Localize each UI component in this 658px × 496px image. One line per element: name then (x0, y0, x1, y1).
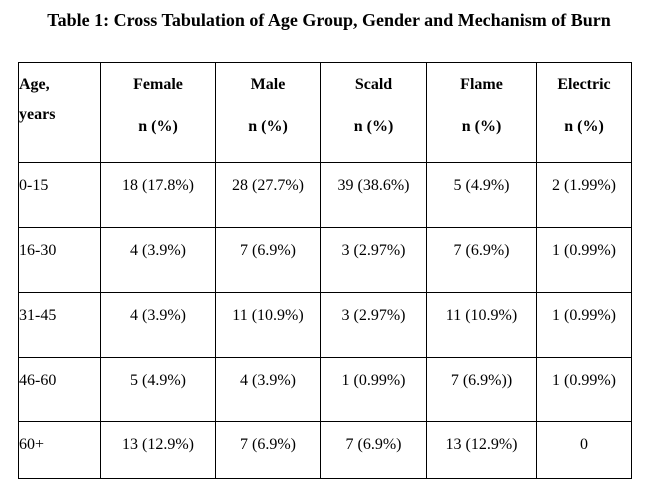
age-cell: 46-60 (18, 357, 101, 422)
column-label-female: Female (133, 76, 183, 93)
data-cell: 0 (536, 421, 632, 479)
data-cell: 7 (6.9%) (320, 421, 427, 479)
data-cell: 7 (6.9%) (215, 421, 321, 479)
column-sublabel-electric: n (%) (564, 118, 604, 135)
header-cell-electric: Electric n (%) (536, 62, 632, 163)
table-row: 60+ 13 (12.9%) 7 (6.9%) 7 (6.9%) 13 (12.… (18, 421, 632, 479)
data-cell: 3 (2.97%) (320, 227, 427, 293)
table-row: 16-30 4 (3.9%) 7 (6.9%) 3 (2.97%) 7 (6.9… (18, 227, 632, 293)
table-caption: Table 1: Cross Tabulation of Age Group, … (47, 10, 611, 30)
data-cell: 3 (2.97%) (320, 292, 427, 358)
data-cell: 28 (27.7%) (215, 162, 321, 228)
data-cell: 18 (17.8%) (100, 162, 216, 228)
data-cell: 1 (0.99%) (320, 357, 427, 422)
age-header-line1: Age, (19, 76, 50, 93)
column-label-scald: Scald (354, 76, 393, 93)
column-label-electric: Electric (557, 76, 611, 93)
data-cell: 1 (0.99%) (536, 292, 632, 358)
data-cell: 4 (3.9%) (100, 227, 216, 293)
column-sublabel-flame: n (%) (461, 118, 502, 135)
data-cell: 4 (3.9%) (215, 357, 321, 422)
data-cell: 13 (12.9%) (100, 421, 216, 479)
header-cell-flame: Flame n (%) (426, 62, 537, 163)
data-cell: 39 (38.6%) (320, 162, 427, 228)
header-cell-age: Age, years (18, 62, 101, 163)
table-row: 0-15 18 (17.8%) 28 (27.7%) 39 (38.6%) 5 … (18, 162, 632, 228)
header-row: Age, years Female n (%) Male n (%) Scald… (18, 62, 632, 163)
data-cell: 5 (4.9%) (426, 162, 537, 228)
column-sublabel-female: n (%) (138, 118, 178, 135)
age-cell: 0-15 (18, 162, 101, 228)
data-cell: 7 (6.9%) (215, 227, 321, 293)
data-cell: 13 (12.9%) (426, 421, 537, 479)
header-cell-male: Male n (%) (215, 62, 321, 163)
column-label-male: Male (250, 76, 286, 93)
column-sublabel-male: n (%) (248, 118, 288, 135)
age-cell: 16-30 (18, 227, 101, 293)
data-cell: 11 (10.9%) (426, 292, 537, 358)
column-label-flame: Flame (460, 76, 503, 93)
table-row: 46-60 5 (4.9%) 4 (3.9%) 1 (0.99%) 7 (6.9… (18, 357, 632, 422)
age-cell: 60+ (18, 421, 101, 479)
data-cell: 7 (6.9%) (426, 227, 537, 293)
data-cell: 4 (3.9%) (100, 292, 216, 358)
data-cell: 1 (0.99%) (536, 227, 632, 293)
data-cell: 5 (4.9%) (100, 357, 216, 422)
header-cell-scald: Scald n (%) (320, 62, 427, 163)
age-cell: 31-45 (18, 292, 101, 358)
data-cell: 7 (6.9%)) (426, 357, 537, 422)
cross-tabulation-table: Age, years Female n (%) Male n (%) Scald… (18, 62, 632, 479)
data-cell: 11 (10.9%) (215, 292, 321, 358)
header-cell-female: Female n (%) (100, 62, 216, 163)
column-sublabel-scald: n (%) (353, 118, 394, 135)
table-row: 31-45 4 (3.9%) 11 (10.9%) 3 (2.97%) 11 (… (18, 292, 632, 358)
data-cell: 2 (1.99%) (536, 162, 632, 228)
age-header-line2: years (19, 106, 56, 123)
data-cell: 1 (0.99%) (536, 357, 632, 422)
